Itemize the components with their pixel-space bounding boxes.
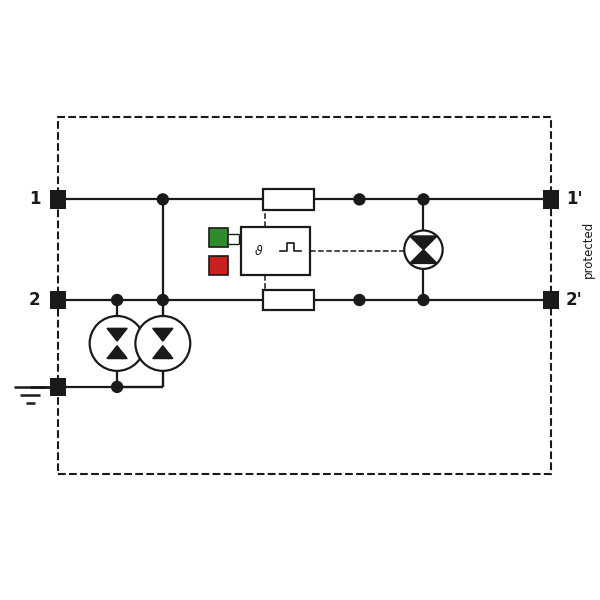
Bar (263, 290, 314, 310)
Bar (544, 291, 559, 309)
Text: 1': 1' (566, 190, 583, 208)
Polygon shape (410, 250, 437, 263)
Text: 2: 2 (29, 291, 41, 309)
Polygon shape (107, 346, 127, 359)
Text: protected: protected (581, 221, 595, 278)
Circle shape (112, 382, 122, 392)
Circle shape (354, 295, 365, 305)
Text: $\vartheta$: $\vartheta$ (254, 244, 263, 258)
Text: 1: 1 (29, 190, 41, 208)
Circle shape (120, 354, 125, 359)
Circle shape (166, 354, 170, 359)
Circle shape (418, 194, 429, 205)
Bar (241, 227, 310, 275)
Text: 2': 2' (566, 291, 583, 309)
Bar (263, 189, 314, 209)
Bar (50, 190, 65, 209)
Circle shape (157, 194, 169, 205)
Bar (50, 378, 65, 396)
Bar (209, 256, 228, 275)
Bar (58, 117, 551, 474)
Polygon shape (410, 236, 437, 250)
Circle shape (112, 295, 122, 305)
Circle shape (354, 194, 365, 205)
Polygon shape (153, 346, 173, 359)
Circle shape (418, 295, 429, 305)
Bar (50, 291, 65, 309)
Bar (544, 190, 559, 209)
Circle shape (157, 295, 169, 305)
Bar (209, 228, 228, 247)
Circle shape (89, 316, 145, 371)
Circle shape (404, 230, 443, 269)
Polygon shape (107, 328, 127, 341)
Polygon shape (153, 328, 173, 341)
Circle shape (136, 316, 190, 371)
